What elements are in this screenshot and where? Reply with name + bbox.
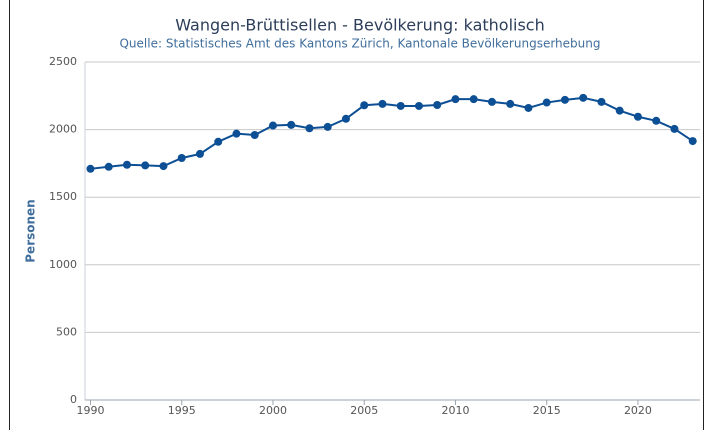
data-point [287,120,296,129]
x-tick-label: 2005 [350,404,378,417]
data-point [214,137,223,146]
y-tick-label: 2000 [49,123,77,136]
data-point [469,95,478,104]
chart-subtitle: Quelle: Statistisches Amt des Kantons Zü… [119,37,600,51]
data-point [670,124,679,133]
data-point [688,137,697,146]
data-point [341,114,350,123]
x-tick-label: 2015 [533,404,561,417]
data-point [414,101,423,110]
data-point [159,162,168,171]
data-point [378,99,387,108]
x-tick-label: 2020 [624,404,652,417]
x-tick-label: 2000 [259,404,287,417]
data-point [652,116,661,125]
data-point [104,162,113,171]
data-point [232,129,241,138]
data-point [542,98,551,107]
y-axis-label: Personen [24,199,38,262]
chart-title: Wangen-Brüttisellen - Bevölkerung: katho… [175,16,544,35]
data-point [597,97,606,106]
x-tick-label: 1990 [76,404,104,417]
data-point [250,131,259,140]
data-point [268,121,277,130]
data-point [360,101,369,110]
data-point [305,124,314,133]
data-point [141,161,150,170]
y-tick-label: 1500 [49,190,77,203]
data-point [615,106,624,115]
data-point [433,100,442,109]
y-tick-label: 0 [70,393,77,406]
data-point [524,103,533,112]
series-line [90,96,694,170]
data-point [633,112,642,121]
x-tick-label: 2010 [441,404,469,417]
y-tick-label: 1000 [49,258,77,271]
data-point [122,160,131,169]
data-point [506,99,515,108]
data-point [560,95,569,104]
data-point [323,122,332,131]
y-tick-label: 2500 [49,55,77,68]
y-tick-label: 500 [56,325,77,338]
data-point [487,97,496,106]
data-point [177,153,186,162]
data-point [451,95,460,104]
x-tick-label: 1995 [168,404,196,417]
data-point [195,149,204,158]
data-point [396,101,405,110]
data-point [86,164,95,173]
data-point [579,93,588,102]
